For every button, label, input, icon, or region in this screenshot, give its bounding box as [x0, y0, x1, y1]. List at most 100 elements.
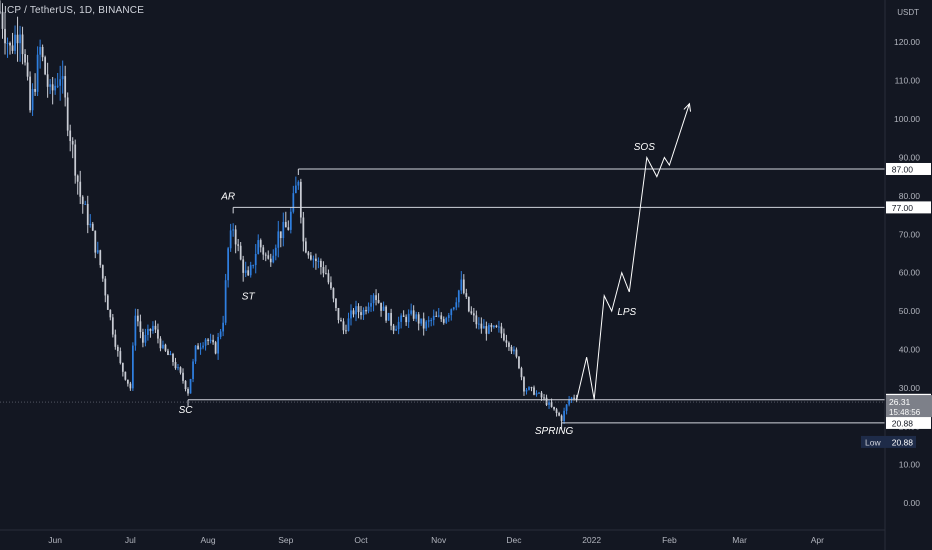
candle-body	[227, 248, 230, 281]
candle-body	[422, 318, 425, 329]
candles-layer	[0, 0, 578, 424]
candle-body	[96, 250, 99, 253]
candle-body	[9, 42, 11, 46]
current-price-label-bg	[886, 395, 932, 418]
candle-body	[357, 306, 360, 313]
candle-body	[71, 141, 74, 145]
candle-body	[355, 306, 357, 315]
candle-body	[412, 310, 415, 319]
low-label-text: Low	[865, 437, 881, 447]
candle-body	[505, 340, 508, 343]
price-tick-label: 40.00	[899, 344, 921, 354]
candle-body	[6, 42, 9, 44]
candle-body	[39, 46, 41, 55]
candle-body	[179, 367, 182, 373]
candle-body	[272, 255, 275, 263]
candle-body	[66, 97, 69, 131]
candle-body	[402, 315, 405, 317]
candle-body	[189, 378, 192, 394]
candle-body	[114, 334, 117, 347]
annotation-spring: SPRING	[535, 426, 574, 437]
price-axis[interactable]: USDT0.0010.0020.0030.0040.0050.0060.0070…	[861, 0, 932, 550]
candle-body	[34, 89, 36, 92]
candle-body	[332, 288, 335, 299]
candle-body	[79, 181, 82, 197]
price-tick-label: 80.00	[899, 191, 921, 201]
countdown-label: 15:48:56	[889, 408, 921, 417]
candle-body	[558, 412, 560, 416]
candle-body	[74, 144, 77, 176]
candle-body	[545, 397, 548, 405]
candle-body	[94, 230, 97, 253]
annotation-sos: SOS	[634, 142, 655, 153]
candle-body	[126, 379, 129, 384]
time-axis[interactable]: Jun Jul Aug Sep Oct Nov Dec 2022 Feb Mar Apr	[0, 529, 885, 545]
candle-body	[264, 254, 267, 256]
candle-body	[284, 221, 287, 228]
candle-body	[129, 383, 132, 389]
candle-body	[229, 230, 232, 249]
price-tick-label: 10.00	[899, 460, 921, 470]
candle-body	[560, 415, 563, 421]
candle-body	[232, 229, 235, 231]
candle-body	[317, 260, 320, 262]
level-price-label: 77.00	[892, 203, 914, 213]
candle-body	[19, 34, 21, 44]
candle-body	[182, 372, 184, 381]
candle-body	[172, 353, 174, 363]
candle-body	[550, 402, 553, 407]
candle-body	[480, 323, 483, 329]
candle-body	[131, 345, 134, 389]
price-tick-label: 50.00	[899, 306, 921, 316]
level-price-label: 20.88	[892, 418, 914, 428]
candle-body	[510, 346, 513, 352]
candle-body	[490, 325, 493, 328]
low-label-bg	[861, 435, 916, 448]
candle-body	[327, 273, 330, 283]
price-tick-label: 70.00	[899, 229, 921, 239]
price-tick-label: 60.00	[899, 268, 921, 278]
candle-body	[51, 84, 54, 91]
candle-body	[0, 11, 1, 13]
price-tick-label: 120.00	[894, 37, 920, 47]
candle-body	[342, 321, 345, 331]
candle-body	[199, 347, 202, 350]
candle-body	[11, 45, 14, 51]
candle-body	[467, 296, 470, 312]
candle-body	[440, 315, 443, 320]
candle-body	[315, 258, 317, 262]
candle-body	[350, 310, 352, 319]
level-price-label-bg	[886, 201, 931, 214]
time-tick-label: Sep	[278, 535, 293, 545]
level-price-label-bg	[886, 162, 931, 175]
time-tick-label: Jul	[125, 535, 136, 545]
candle-body	[147, 328, 149, 335]
candle-body	[192, 361, 194, 379]
candle-body	[540, 392, 543, 398]
candle-body	[410, 310, 413, 314]
candle-body	[447, 315, 450, 318]
candle-body	[269, 258, 272, 263]
projection-layer	[576, 102, 692, 400]
candle-body	[425, 321, 428, 329]
candle-body	[274, 247, 277, 256]
candle-body	[282, 221, 285, 239]
candle-body	[167, 350, 169, 355]
time-tick-label: Mar	[732, 535, 747, 545]
candle-body	[508, 342, 510, 347]
candle-body	[292, 193, 295, 212]
time-tick-label: Oct	[354, 535, 368, 545]
candle-body	[116, 346, 119, 352]
candle-body	[513, 349, 515, 352]
candle-body	[475, 315, 478, 325]
candle-body	[535, 393, 538, 395]
candle-body	[330, 282, 332, 289]
candle-body	[174, 362, 177, 369]
candle-body	[257, 240, 260, 254]
candle-body	[212, 339, 214, 343]
candle-body	[184, 380, 187, 390]
candle-body	[249, 265, 252, 276]
candle-body	[121, 362, 124, 372]
candle-body	[538, 392, 540, 394]
